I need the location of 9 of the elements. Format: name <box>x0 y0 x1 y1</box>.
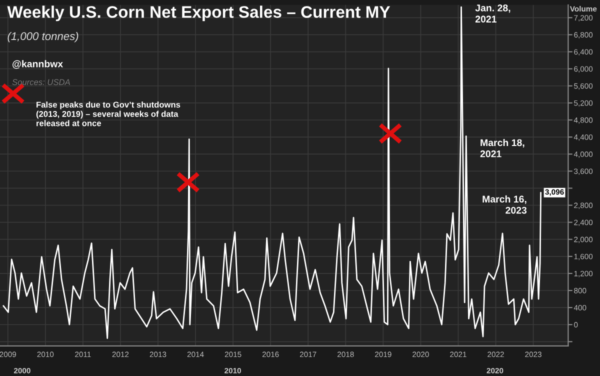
annotation: Jan. 28, 2021 <box>475 4 510 23</box>
annotation: March 18, 2021 <box>480 138 524 158</box>
annotation: @kannbwx <box>12 60 64 69</box>
line-series <box>2 6 542 339</box>
text: (1,000 tonnes) <box>8 32 78 42</box>
annotation: Sources: USDA <box>12 79 70 86</box>
annotation: False peaks due to Gov’t shutdowns (2013, 2019) – several weeks of data released at once <box>36 102 180 126</box>
annotation: March 16, 2023 <box>482 195 527 214</box>
chart-title: Weekly U.S. Corn Net Export Sales – Current MY <box>7 6 390 22</box>
